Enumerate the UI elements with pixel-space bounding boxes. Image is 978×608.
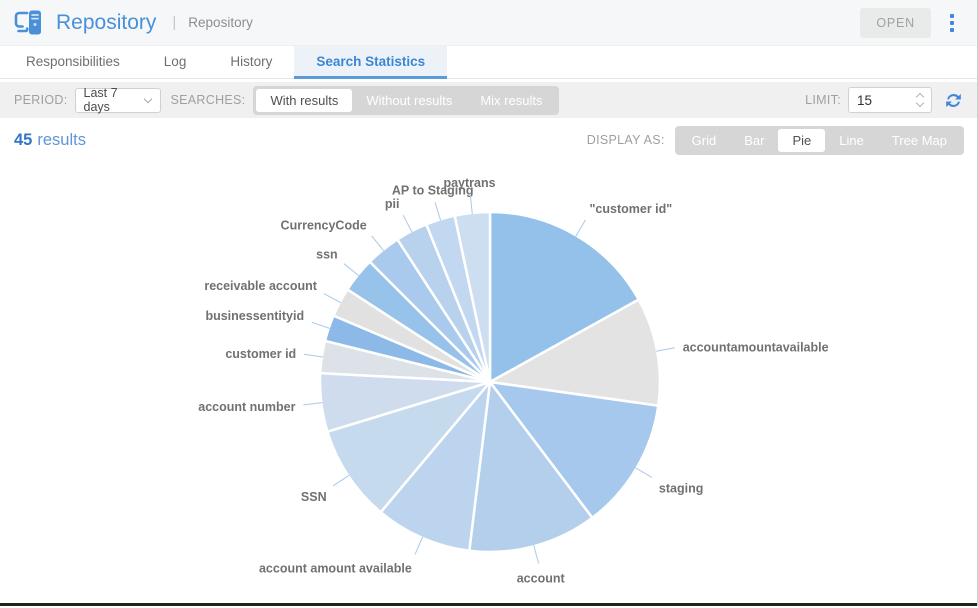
pie-leader-line [323,293,342,304]
pie-leader-line [402,214,413,233]
title-separator: | [172,14,177,31]
pie-slice-label: businessentityid [205,309,304,323]
pie-slice-label: accountamountavailable [683,340,829,354]
period-dropdown[interactable]: Last 7 days [74,86,161,114]
pie-leader-line [434,202,442,221]
pie-slice-label: account [517,571,566,585]
pie-slice-label: account amount available [259,562,412,576]
display-segmented-control: Grid Bar Pie Line Tree Map [674,125,964,155]
pie-slice-label: ssn [316,248,338,262]
searches-option-without-results[interactable]: Without results [352,89,466,112]
pie-leader-line [343,263,360,276]
pie-slice-label: staging [659,482,703,496]
pie-leader-line [304,353,323,358]
pie-slice-label: CurrencyCode [281,219,367,233]
app-header: Repository | Repository OPEN [0,0,977,46]
display-option-grid[interactable]: Grid [678,129,731,152]
period-value: Last 7 days [83,86,118,114]
tab-responsibilities[interactable]: Responsibilities [26,54,120,69]
pie-slice-label: "customer id" [590,202,673,216]
pie-slice-label: paytrans [443,176,495,190]
pie-leader-line [311,321,330,329]
searches-option-mix-results[interactable]: Mix results [466,89,556,112]
open-button[interactable]: OPEN [860,7,931,38]
display-as-label: DISPLAY AS: [586,133,665,147]
repository-app-icon [12,9,48,37]
limit-label: LIMIT: [805,93,841,107]
pie-slice-label: account number [198,400,295,414]
pie-slice-label: receivable account [204,279,317,293]
pie-leader-line [656,347,675,352]
searches-segmented-control: With results Without results Mix results [253,85,560,115]
pie-leader-line [371,235,384,252]
searches-label: SEARCHES: [170,93,246,107]
tab-bar: Responsibilities Log History Search Statist… [0,46,977,79]
kebab-menu-icon[interactable] [947,11,957,35]
page-title: Repository [56,10,157,34]
pie-slice-label: SSN [301,490,327,504]
results-count: 45 [14,130,33,149]
limit-input[interactable] [849,92,899,108]
pie-leader-line [469,194,473,214]
display-option-tree-map[interactable]: Tree Map [878,129,961,152]
pie-slice-label: AP to Staging [392,184,474,198]
searches-option-with-results[interactable]: With results [256,88,353,112]
display-option-pie[interactable]: Pie [778,128,826,152]
period-label: PERIOD: [14,93,68,107]
pie-chart: "customer id" accountamountavailable stagi… [0,160,978,603]
tab-history[interactable]: History [230,54,273,69]
results-word: results [37,130,86,149]
pie-slice-label: customer id [225,347,296,361]
pie-leader-line [332,474,350,487]
pie-leader-line [414,536,424,555]
pie-leader-line [575,219,586,237]
pie-leader-line [533,545,540,564]
filter-bar: PERIOD: Last 7 days SEARCHES: With resul… [0,82,977,118]
limit-stepper[interactable] [915,92,931,108]
window-bottom-edge [0,603,977,606]
pie-slice-label: pii [385,197,400,211]
page-subtitle: Repository [188,15,253,30]
display-option-bar[interactable]: Bar [730,129,778,152]
results-row: 45 results DISPLAY AS: Grid Bar Pie Line Tre… [14,124,964,156]
display-option-line[interactable]: Line [825,129,878,152]
tab-search-statistics[interactable]: Search Statistics [294,46,448,79]
refresh-icon[interactable] [944,91,963,110]
pie-leader-line [635,467,653,478]
tab-log[interactable]: Log [163,54,187,69]
pie-leader-line [303,402,323,406]
limit-input-box [848,87,932,113]
